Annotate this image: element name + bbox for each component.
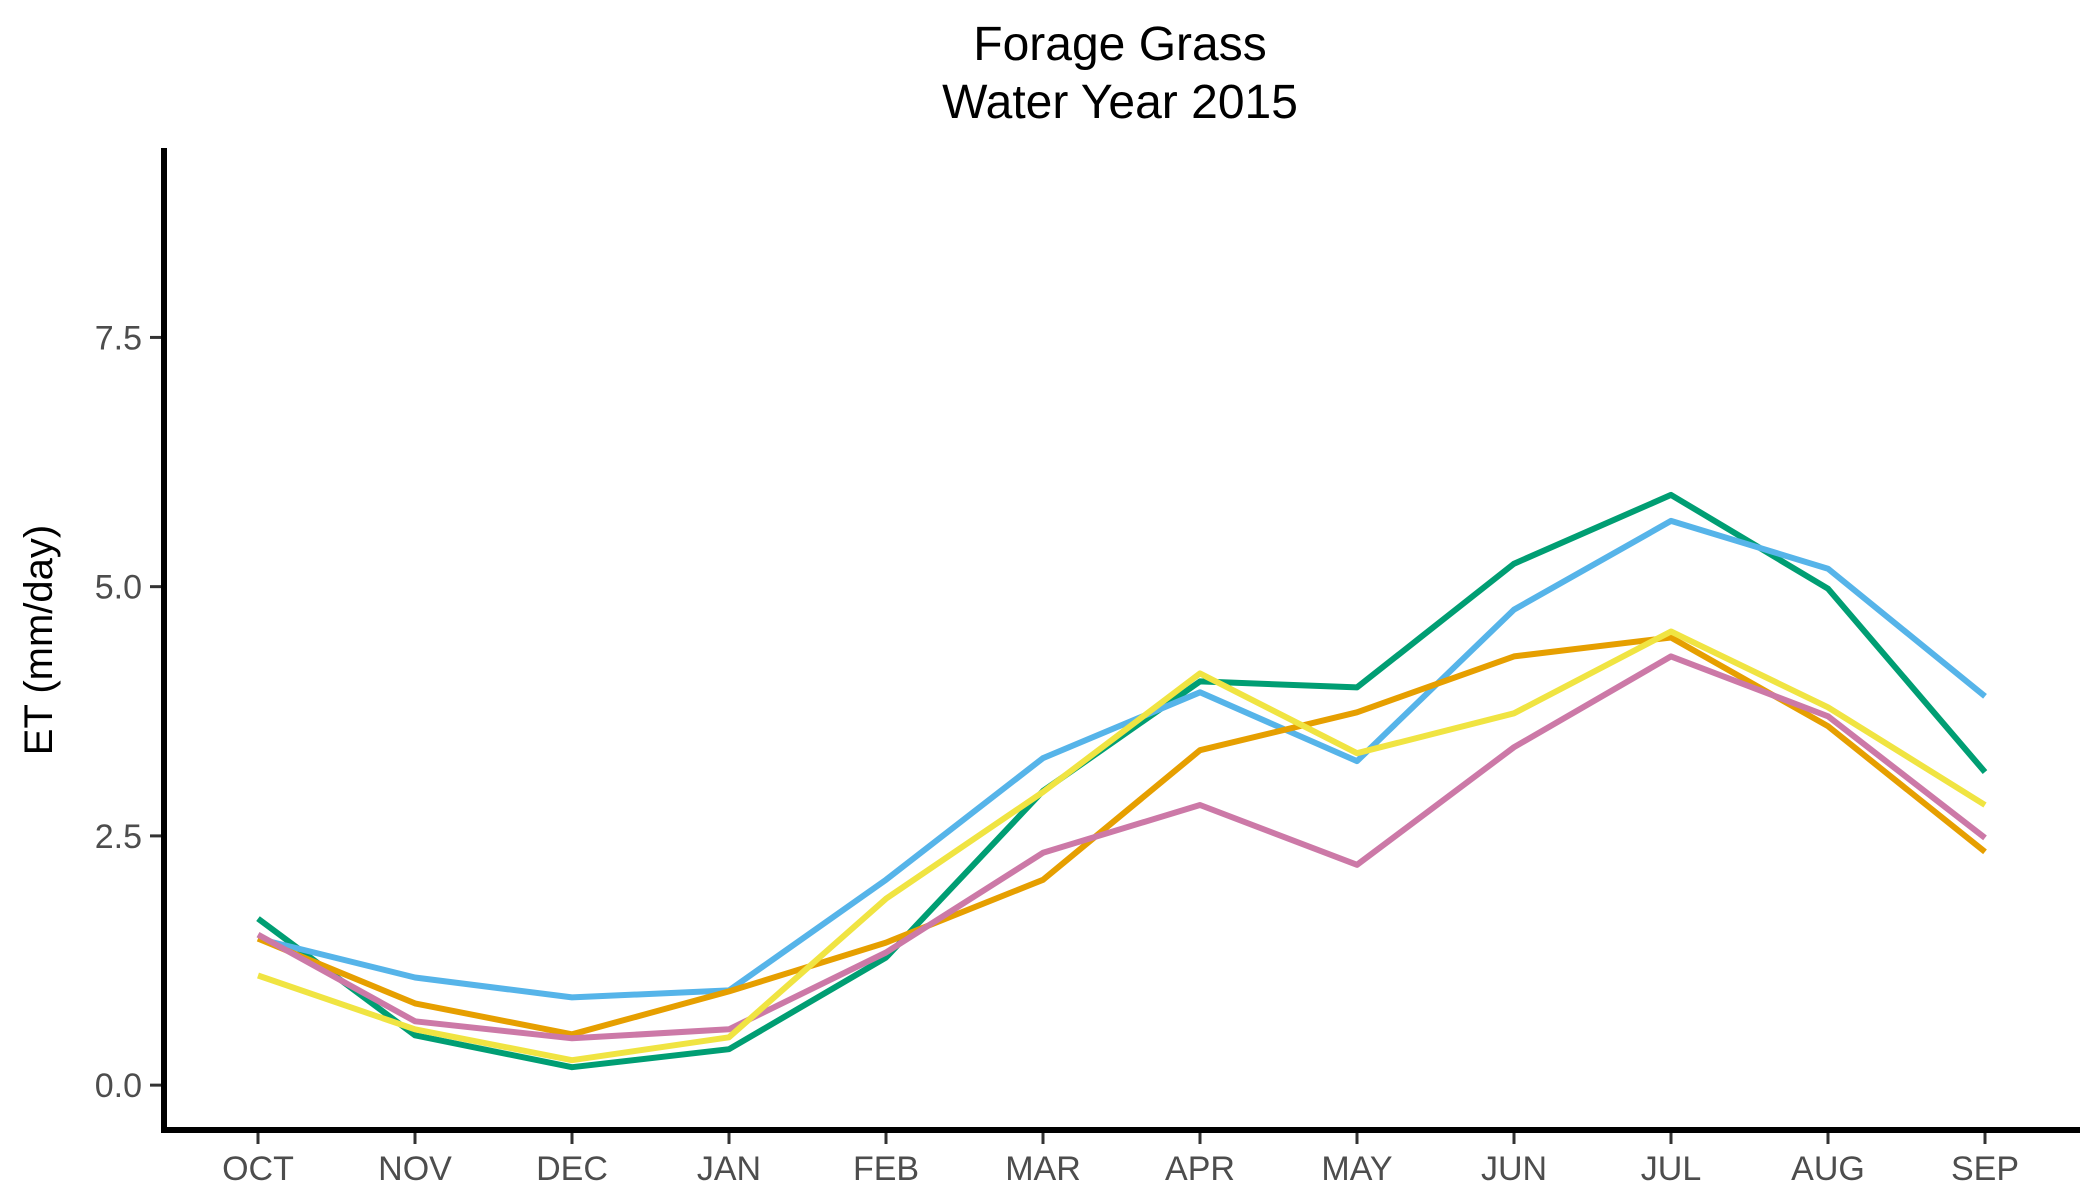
tick-labels: 0.0 2.5 5.0 7.5 OCT NOV DEC JAN FEB MAR APR MAY JUN J… bbox=[95, 319, 2019, 1188]
series-line-1 bbox=[256, 491, 1988, 1071]
chart-title-line-1: Forage Grass bbox=[973, 18, 1266, 71]
y-tick-label: 7.5 bbox=[95, 319, 142, 357]
y-axis-title: ET (mm/day) bbox=[17, 525, 61, 755]
x-tick-label: JUL bbox=[1641, 1150, 1701, 1188]
chart-title-line-2: Water Year 2015 bbox=[942, 76, 1298, 129]
x-tick-label: SEP bbox=[1951, 1150, 2019, 1188]
series-line-4 bbox=[256, 653, 1987, 1042]
series-lines bbox=[256, 491, 1988, 1071]
series-line-3 bbox=[256, 634, 1987, 1038]
x-tick-label: JUN bbox=[1481, 1150, 1547, 1188]
x-tick-label: DEC bbox=[536, 1150, 608, 1188]
y-tick-label: 5.0 bbox=[95, 569, 142, 607]
x-tick-label: OCT bbox=[222, 1150, 294, 1188]
y-tick-label: 0.0 bbox=[95, 1067, 142, 1105]
series-line-5 bbox=[257, 628, 1987, 1064]
x-tick-label: JAN bbox=[697, 1150, 761, 1188]
x-tick-label: AUG bbox=[1791, 1150, 1865, 1188]
x-tick-label: MAR bbox=[1005, 1150, 1081, 1188]
axes bbox=[150, 148, 2080, 1144]
x-tick-label: NOV bbox=[378, 1150, 452, 1188]
x-tick-label: MAY bbox=[1321, 1150, 1392, 1188]
series-line-2 bbox=[257, 517, 1987, 1001]
y-tick-label: 2.5 bbox=[95, 818, 142, 856]
x-tick-label: FEB bbox=[853, 1150, 919, 1188]
x-tick-label: APR bbox=[1165, 1150, 1235, 1188]
